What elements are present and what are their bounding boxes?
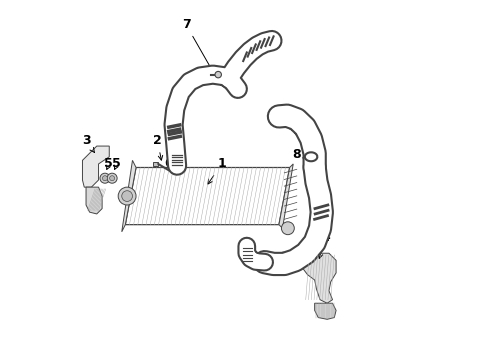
Text: 8: 8: [293, 148, 307, 162]
Circle shape: [107, 173, 117, 183]
Polygon shape: [302, 253, 336, 303]
Text: 5: 5: [104, 157, 113, 170]
Polygon shape: [82, 146, 109, 187]
Circle shape: [100, 173, 110, 183]
Polygon shape: [86, 187, 102, 214]
Polygon shape: [125, 167, 290, 225]
Polygon shape: [279, 164, 293, 228]
Text: 5: 5: [112, 157, 121, 170]
Circle shape: [215, 71, 221, 78]
Circle shape: [122, 191, 132, 202]
Text: 4: 4: [318, 231, 330, 258]
Text: 6: 6: [164, 137, 175, 170]
Polygon shape: [315, 303, 336, 319]
Text: 2: 2: [153, 134, 163, 160]
Circle shape: [102, 176, 107, 181]
Text: 1: 1: [208, 157, 226, 184]
Polygon shape: [122, 160, 136, 232]
Circle shape: [110, 176, 115, 181]
Text: 3: 3: [82, 134, 95, 153]
Circle shape: [118, 187, 136, 205]
Polygon shape: [153, 162, 158, 166]
Circle shape: [281, 222, 294, 235]
Text: 7: 7: [182, 18, 213, 71]
